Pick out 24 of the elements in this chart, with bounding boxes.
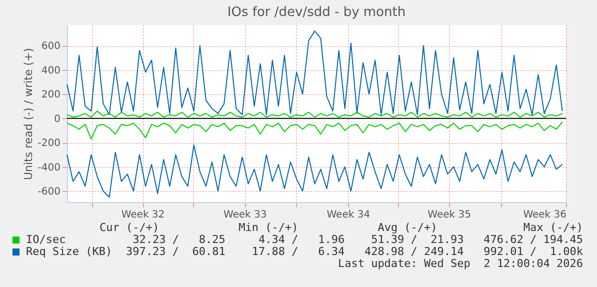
text: Last update: Wed Sep 2 12:00:04 2026: [338, 257, 583, 270]
y-tick-label: 400: [41, 65, 60, 76]
y-tick-label: 0: [54, 114, 60, 125]
y-tick-label: -200: [38, 138, 60, 150]
y-tick-label: 600: [41, 41, 60, 52]
y-tick-label: -600: [38, 186, 60, 198]
legend-label: IO/sec: [26, 233, 66, 246]
y-tick-label: 200: [41, 90, 60, 101]
line-series: [66, 144, 563, 198]
y-axis-title: Units read (-) / write (+): [22, 48, 35, 180]
y-tick-label: -400: [38, 162, 60, 174]
x-tick-label: Week 32: [121, 210, 165, 220]
x-tick-label: Week 36: [523, 210, 566, 220]
text: 32.23 / 8.25 4.34 / 1.96 51.39 / 21.93 476.62 / 194.45: [132, 233, 583, 246]
line-series: [66, 121, 563, 140]
line-series: [66, 110, 563, 118]
legend-label: Req Size (KB): [26, 245, 112, 258]
text: 397.23 / 60.81 17.88 / 6.34 428.98 / 249.14 992.01 / 1.00k: [126, 245, 584, 258]
chart-title: IOs for /dev/sdd - by month: [227, 5, 406, 20]
text: Cur (-/+) Min (-/+) Avg (-/+) Max (-/+): [100, 221, 583, 234]
x-tick-label: Week 34: [326, 210, 370, 220]
line-series: [66, 30, 563, 116]
x-tick-label: Week 33: [223, 210, 267, 220]
x-tick-label: Week 35: [428, 210, 471, 220]
